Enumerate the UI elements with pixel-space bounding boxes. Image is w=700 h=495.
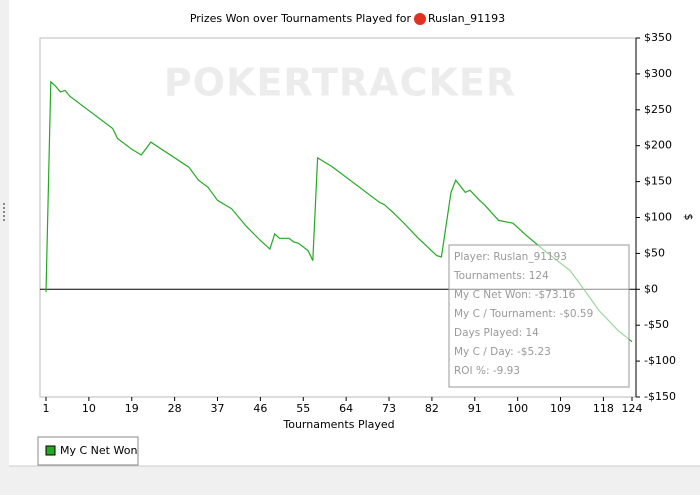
x-tick-label: 46 — [253, 402, 267, 415]
x-tick-label: 91 — [468, 402, 482, 415]
series-line — [45, 80, 633, 343]
x-tick-label: 100 — [507, 402, 528, 415]
tooltip-line: ROI %: -9.93 — [454, 365, 520, 377]
y-axis-label: $ — [682, 214, 695, 221]
tooltip-box — [448, 244, 630, 388]
y-tick-label: $0 — [644, 282, 658, 295]
y-tick-label: $250 — [644, 103, 672, 116]
player-icon — [414, 13, 426, 25]
y-tick-label: -$100 — [644, 354, 676, 367]
tooltip-line: Player: Ruslan_91193 — [454, 251, 567, 263]
legend-label: My C Net Won — [60, 444, 137, 457]
legend-swatch — [45, 445, 56, 456]
x-tick-label: 1 — [43, 402, 50, 415]
x-tick-label: 10 — [82, 402, 96, 415]
y-tick-label: $100 — [644, 211, 672, 224]
x-tick-label: 82 — [425, 402, 439, 415]
tooltip-line: My C / Day: -$5.23 — [454, 346, 551, 358]
tooltip-line: Tournaments: 124 — [453, 270, 549, 282]
tooltip-line: My C / Tournament: -$0.59 — [454, 308, 593, 320]
y-tick-label: $350 — [644, 31, 672, 44]
x-tick-label: 73 — [382, 402, 396, 415]
y-tick-label: $300 — [644, 67, 672, 80]
x-tick-label: 55 — [296, 402, 310, 415]
x-axis-label: Tournaments Played — [282, 418, 394, 431]
player-name: Ruslan_91193 — [428, 12, 505, 25]
splitter — [0, 0, 9, 495]
y-tick-label: $150 — [644, 175, 672, 188]
tooltip-line: My C Net Won: -$73.16 — [454, 289, 576, 301]
x-tick-label: 37 — [211, 402, 225, 415]
y-tick-label: -$50 — [644, 318, 669, 331]
chart-title: Prizes Won over Tournaments Played for — [190, 12, 412, 25]
x-tick-label: 118 — [593, 402, 614, 415]
y-tick-label: $200 — [644, 139, 672, 152]
y-tick-label: $50 — [644, 246, 665, 259]
x-tick-label: 19 — [125, 402, 139, 415]
status-strip — [0, 466, 700, 495]
y-tick-label: -$150 — [644, 390, 676, 403]
x-tick-label: 28 — [168, 402, 182, 415]
x-tick-label: 64 — [339, 402, 353, 415]
watermark: POKERTRACKER — [164, 61, 516, 105]
x-tick-label: 109 — [550, 402, 571, 415]
tooltip-line: Days Played: 14 — [454, 327, 539, 339]
splitter-grip — [3, 203, 5, 221]
x-tick-label: 124 — [622, 402, 643, 415]
